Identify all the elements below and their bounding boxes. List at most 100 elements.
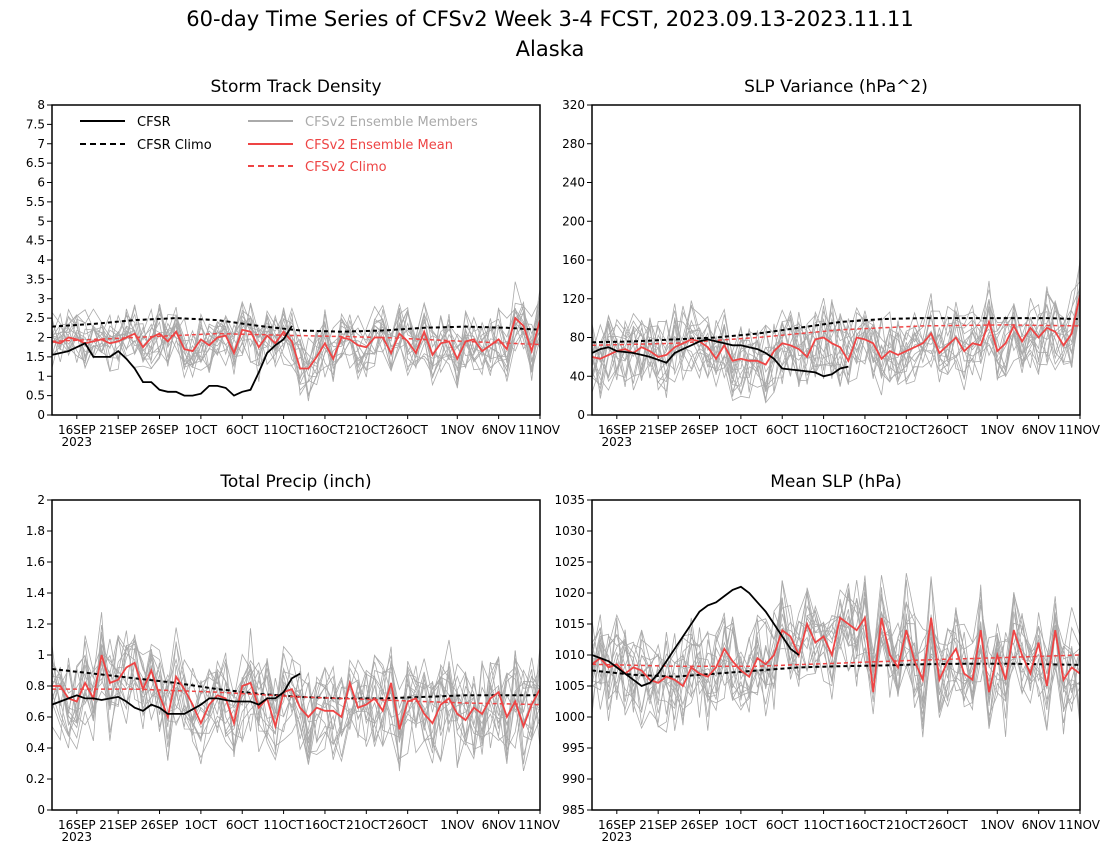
figure-title: 60-day Time Series of CFSv2 Week 3-4 FCS… bbox=[186, 7, 914, 31]
x-tick-label: 21OCT bbox=[346, 818, 387, 832]
ensemble-member-line bbox=[52, 641, 540, 771]
y-tick-label: 7 bbox=[37, 137, 45, 151]
x-tick-label: 16OCT bbox=[845, 818, 886, 832]
y-tick-label: 0 bbox=[577, 408, 585, 422]
x-tick-label: 11OCT bbox=[803, 423, 844, 437]
cfsr-climo-line bbox=[52, 317, 540, 333]
x-tick-label: 11NOV bbox=[1058, 423, 1100, 437]
ensemble-member-line bbox=[52, 635, 540, 757]
x-tick-label: 1OCT bbox=[724, 423, 757, 437]
x-tick-label: 11OCT bbox=[263, 423, 304, 437]
x-tick-label: 6NOV bbox=[1022, 818, 1057, 832]
x-tick-label: 21SEP bbox=[99, 818, 137, 832]
ensemble-member-line bbox=[592, 290, 1080, 401]
x-tick-label: 26SEP bbox=[681, 818, 719, 832]
cfsv2-climo-line bbox=[52, 688, 540, 706]
plot-area bbox=[592, 573, 1080, 738]
x-tick-label: 11NOV bbox=[1058, 818, 1100, 832]
ensemble-member-line bbox=[52, 301, 540, 373]
panel-title: Mean SLP (hPa) bbox=[770, 472, 902, 492]
x-tick-label: 16OCT bbox=[305, 818, 346, 832]
panel-title: Storm Track Density bbox=[210, 77, 381, 97]
x-tick-label: 26OCT bbox=[387, 423, 428, 437]
y-tick-label: 80 bbox=[570, 331, 585, 345]
ensemble-member-line bbox=[592, 256, 1080, 395]
legend-cfsr-label: CFSR bbox=[137, 115, 171, 130]
ensemble-member-line bbox=[52, 304, 540, 398]
y-tick-label: 1 bbox=[37, 648, 45, 662]
panel-title: Total Precip (inch) bbox=[219, 472, 371, 492]
x-tick-label: 6NOV bbox=[482, 423, 517, 437]
ensemble-member-line bbox=[592, 298, 1080, 394]
x-tick-label: 16SEP bbox=[598, 818, 636, 832]
ensemble-member-line bbox=[592, 581, 1080, 738]
x-tick-label: 21OCT bbox=[886, 818, 927, 832]
cfsv2-climo-line bbox=[592, 324, 1080, 347]
x-tick-label: 1NOV bbox=[980, 423, 1015, 437]
x-tick-label: 11OCT bbox=[803, 818, 844, 832]
y-tick-label: 2 bbox=[37, 331, 45, 345]
y-tick-label: 0.5 bbox=[26, 389, 45, 403]
y-tick-label: 2.5 bbox=[26, 311, 45, 325]
chart-panel-3: Total Precip (inch) 0 0.2 0.4 0.6 0.8 1 1.2 1.4 1… bbox=[26, 472, 561, 844]
ensemble-member-line bbox=[592, 284, 1080, 391]
ensemble-member-line bbox=[592, 575, 1080, 726]
x-tick-label: 6NOV bbox=[482, 818, 517, 832]
x-tick-label: 26SEP bbox=[681, 423, 719, 437]
x-tick-label: 1NOV bbox=[440, 818, 475, 832]
y-tick-label: 0.4 bbox=[26, 741, 45, 755]
x-tick-label: 11NOV bbox=[518, 423, 560, 437]
legend-cfsv2-climo-label: CFSv2 Climo bbox=[305, 160, 387, 175]
x-tick-label: 21SEP bbox=[639, 423, 677, 437]
x-tick-label: 26SEP bbox=[141, 818, 179, 832]
y-tick-label: 1.6 bbox=[26, 555, 45, 569]
x-tick-label: 26SEP bbox=[141, 423, 179, 437]
y-tick-label: 995 bbox=[562, 741, 585, 755]
ensemble-member-line bbox=[592, 573, 1080, 707]
y-tick-label: 7.5 bbox=[26, 117, 45, 131]
y-tick-label: 40 bbox=[570, 369, 585, 383]
x-tick-label: 6OCT bbox=[226, 423, 259, 437]
y-tick-label: 4 bbox=[37, 253, 45, 267]
x-tick-label: 26OCT bbox=[387, 818, 428, 832]
y-tick-label: 3.5 bbox=[26, 272, 45, 286]
y-tick-label: 6.5 bbox=[26, 156, 45, 170]
y-tick-label: 280 bbox=[562, 137, 585, 151]
y-tick-label: 985 bbox=[562, 803, 585, 817]
ensemble-member-line bbox=[592, 589, 1080, 725]
legend-mean-label: CFSv2 Ensemble Mean bbox=[305, 138, 453, 153]
y-tick-label: 240 bbox=[562, 176, 585, 190]
x-tick-year: 2023 bbox=[602, 435, 633, 449]
ensemble-mean-line bbox=[52, 316, 540, 370]
chart-panel-1: Storm Track Density 0 0.5 1 1.5 2 2.5 3 3.5 4 4.5 5… bbox=[26, 77, 561, 449]
x-tick-label: 16OCT bbox=[305, 423, 346, 437]
y-tick-label: 0.8 bbox=[26, 679, 45, 693]
ensemble-member-line bbox=[592, 280, 1080, 399]
y-tick-label: 0 bbox=[37, 803, 45, 817]
x-tick-label: 1OCT bbox=[724, 818, 757, 832]
y-tick-label: 1.8 bbox=[26, 524, 45, 538]
y-tick-label: 320 bbox=[562, 98, 585, 112]
x-tick-label: 11OCT bbox=[263, 818, 304, 832]
x-tick-year: 2023 bbox=[62, 830, 93, 844]
ensemble-mean-line bbox=[592, 294, 1080, 366]
x-tick-label: 21SEP bbox=[99, 423, 137, 437]
x-tick-label: 11NOV bbox=[518, 818, 560, 832]
x-tick-label: 1NOV bbox=[980, 818, 1015, 832]
x-tick-label: 6OCT bbox=[766, 818, 799, 832]
y-tick-label: 4.5 bbox=[26, 234, 45, 248]
y-tick-label: 1015 bbox=[554, 617, 585, 631]
cfsr-climo-line bbox=[592, 662, 1080, 678]
cfsr-line bbox=[592, 338, 849, 378]
y-tick-label: 1035 bbox=[554, 493, 585, 507]
y-tick-label: 120 bbox=[562, 292, 585, 306]
y-tick-label: 1.4 bbox=[26, 586, 45, 600]
figure-subtitle: Alaska bbox=[516, 37, 585, 61]
cfsv2-climo-line bbox=[592, 654, 1080, 667]
y-tick-label: 160 bbox=[562, 253, 585, 267]
cfsr-climo-line bbox=[52, 668, 540, 700]
plot-area bbox=[52, 612, 540, 772]
x-tick-label: 26OCT bbox=[927, 423, 968, 437]
chart-panel-2: SLP Variance (hPa^2) 0 40 80 120 160 200 240 280… bbox=[562, 77, 1100, 449]
x-tick-label: 16SEP bbox=[58, 423, 96, 437]
